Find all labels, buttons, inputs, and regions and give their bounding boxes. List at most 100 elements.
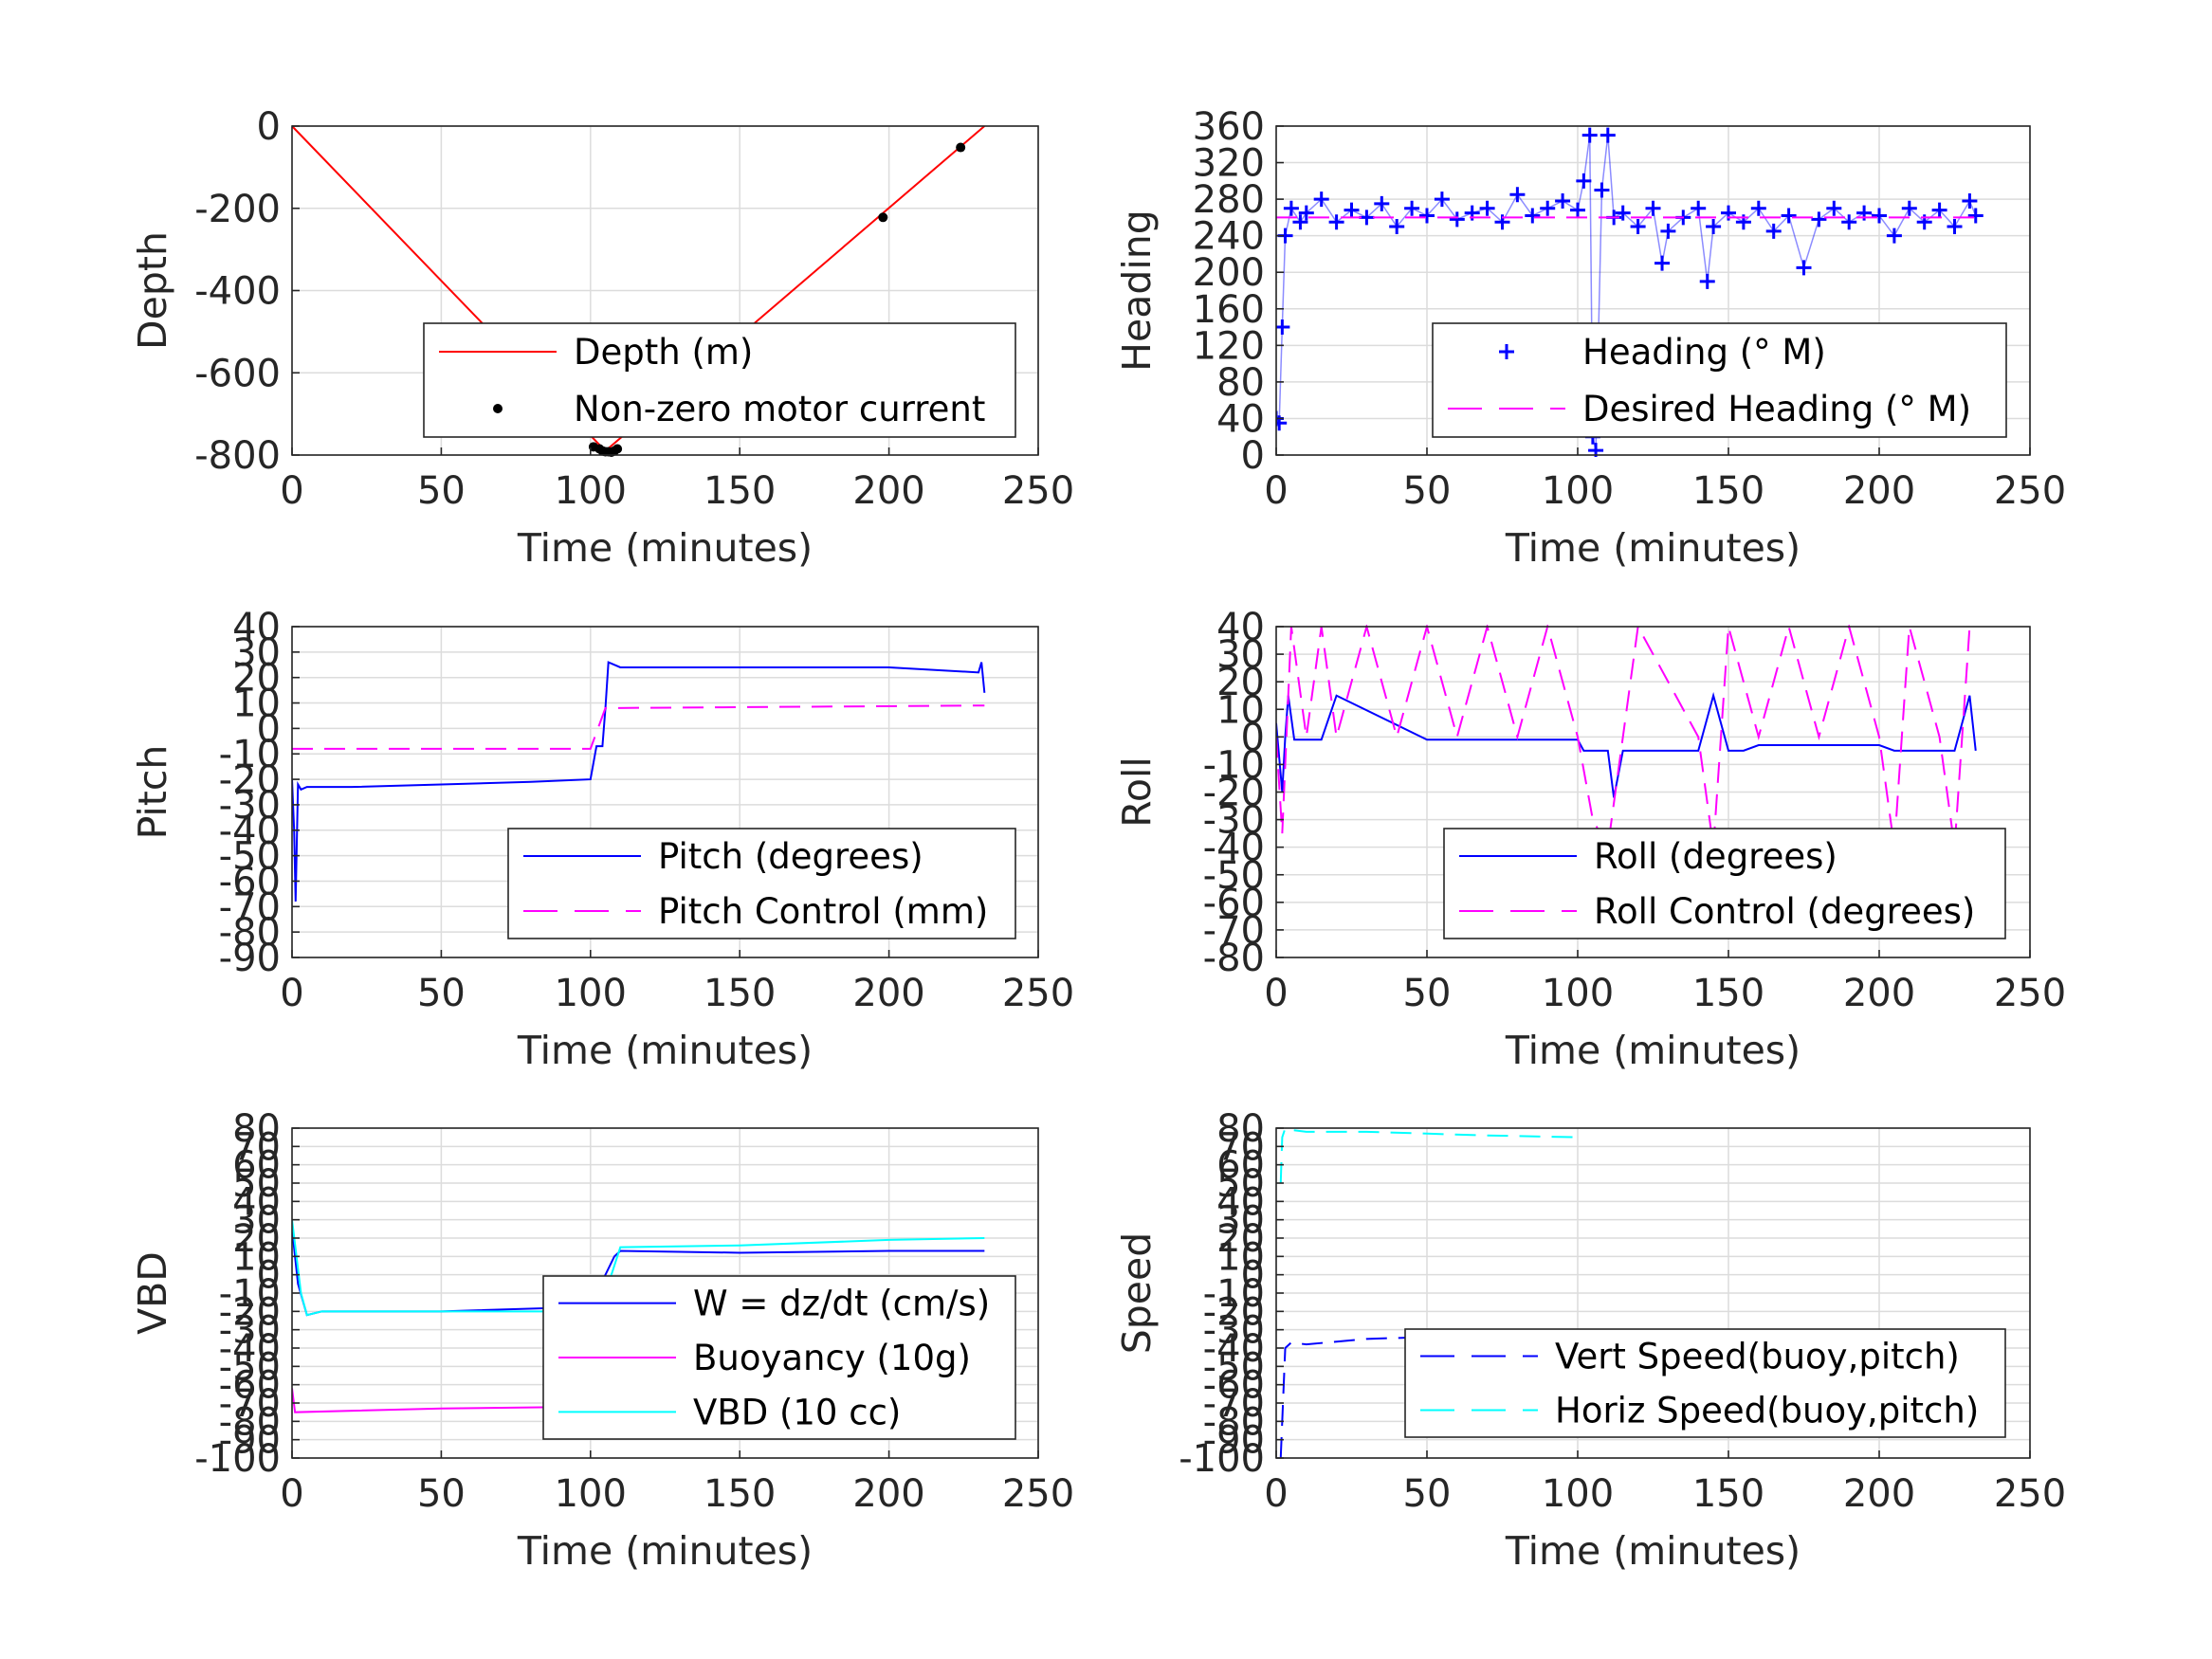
- x-tick-label: 50: [1403, 972, 1452, 1015]
- y-tick-label: 30: [232, 631, 281, 675]
- y-tick-label: -80: [219, 911, 281, 955]
- y-tick-label: -90: [1203, 1419, 1265, 1463]
- heading-series-0-marker: [1449, 211, 1465, 228]
- roll-chart: 0 50 100 150 200 250403020100-10-20-30-40-50-…: [1114, 606, 2066, 1073]
- heading-series-0-marker: [1630, 219, 1646, 235]
- y-tick-label: -40: [219, 1327, 281, 1371]
- legend-entry: VBD (10 cc): [693, 1392, 901, 1432]
- y-tick-label: 40: [232, 606, 281, 649]
- x-tick-label: 0: [280, 469, 303, 513]
- heading-series-0-marker: [1276, 319, 1290, 336]
- heading-series-0-marker: [1389, 219, 1405, 235]
- y-tick-label: 0: [257, 105, 281, 149]
- legend-entry: Roll (degrees): [1594, 836, 1837, 877]
- vbd-legend: W = dz/dt (cm/s) Buoyancy (10g) VBD (10 cc…: [542, 1275, 1016, 1440]
- x-tick-label: 150: [704, 1472, 776, 1516]
- depth-legend: Depth (m) Non-zero motor current: [423, 322, 1016, 438]
- y-tick-label: 0: [257, 1254, 281, 1298]
- vbd-chart: 0 50 100 150 200 25080706050403020100-10-20-3…: [130, 1107, 1074, 1574]
- legend-entry: Heading (° M): [1582, 332, 1826, 373]
- y-tick-label: -400: [194, 270, 281, 314]
- y-tick-label: -80: [1203, 1400, 1265, 1444]
- heading-series-0-marker: [1344, 202, 1360, 218]
- x-tick-label: 100: [555, 1472, 627, 1516]
- heading-series-0-marker: [1576, 173, 1592, 189]
- y-tick-label: -10: [219, 733, 281, 776]
- x-tick-label: 100: [1542, 1472, 1614, 1516]
- vbd-x-axis-title: Time (minutes): [517, 1528, 813, 1574]
- y-tick-label: 280: [1193, 178, 1265, 222]
- y-tick-label: 40: [1216, 606, 1265, 649]
- heading-series-0-marker: [1615, 205, 1631, 221]
- y-tick-label: 80: [232, 1107, 281, 1151]
- y-tick-label: -70: [219, 1382, 281, 1426]
- y-tick-label: 60: [232, 1144, 281, 1188]
- legend-entry: Desired Heading (° M): [1582, 389, 1971, 429]
- x-tick-label: 100: [1542, 972, 1614, 1015]
- depth-chart: 0 50 100 150 200 250 0 -200 -400 -600 -800 Time (mi…: [130, 105, 1074, 571]
- heading-series-0-marker: [1962, 193, 1978, 210]
- y-tick-label: 30: [232, 1199, 281, 1243]
- x-tick-label: 50: [1403, 469, 1452, 513]
- roll-y-axis-title: Roll: [1114, 757, 1160, 828]
- heading-series-0-marker: [1826, 200, 1842, 216]
- roll-series-1-line: [1276, 625, 1971, 850]
- roll-legend: Roll (degrees) Roll Control (degrees): [1443, 828, 2006, 939]
- x-tick-label: 200: [852, 469, 924, 513]
- heading-series-0-marker: [1654, 255, 1671, 271]
- x-tick-label: 250: [1002, 469, 1074, 513]
- heading-series-0-marker: [1419, 208, 1435, 224]
- heading-series-0-marker: [1750, 200, 1766, 216]
- heading-series-0-marker: [1947, 219, 1963, 235]
- y-tick-label: 40: [1216, 397, 1265, 441]
- heading-series-0-marker: [1660, 223, 1676, 239]
- x-tick-label: 50: [417, 469, 466, 513]
- pitch-frame: [291, 626, 1039, 958]
- heading-series-0-marker: [1967, 208, 1983, 224]
- y-tick-label: -600: [194, 352, 281, 395]
- depth-x-axis-title: Time (minutes): [517, 525, 813, 571]
- x-tick-label: 250: [1994, 469, 2066, 513]
- y-tick-label: 160: [1193, 288, 1265, 332]
- heading-series-0-marker: [1781, 208, 1797, 224]
- x-tick-label: 200: [852, 1472, 924, 1516]
- y-tick-label: -40: [219, 810, 281, 853]
- y-tick-label: -80: [1203, 937, 1265, 980]
- y-tick-label: 20: [1216, 1217, 1265, 1261]
- x-tick-label: 50: [1403, 1472, 1452, 1516]
- heading-series-0-marker: [1901, 200, 1917, 216]
- y-tick-label: -10: [219, 1272, 281, 1316]
- y-tick-label: 0: [1241, 434, 1265, 478]
- y-tick-label: 80: [1216, 1107, 1265, 1151]
- legend-entry: W = dz/dt (cm/s): [693, 1284, 990, 1324]
- y-tick-label: -50: [219, 835, 281, 879]
- y-tick-label: -70: [1203, 1382, 1265, 1426]
- y-tick-label: -800: [194, 434, 281, 478]
- roll-x-axis-title: Time (minutes): [1505, 1028, 1801, 1073]
- speed-y-axis-title: Speed: [1114, 1232, 1160, 1355]
- x-tick-label: 200: [1843, 1472, 1915, 1516]
- legend-box: [507, 828, 1016, 939]
- heading-series-0-marker: [1570, 202, 1585, 218]
- speed-data: [1279, 1126, 1579, 1459]
- y-tick-label: -30: [1203, 1309, 1265, 1353]
- heading-series-0-marker: [1374, 195, 1390, 211]
- legend-swatch: [493, 404, 503, 413]
- y-tick-label: -10: [1203, 743, 1265, 787]
- heading-series-0-marker: [1796, 260, 1812, 276]
- legend-box: [1404, 1328, 2006, 1438]
- y-tick-label: 200: [1193, 251, 1265, 295]
- x-tick-label: 150: [1692, 1472, 1764, 1516]
- vbd-y-axis-title: VBD: [130, 1251, 175, 1335]
- y-tick-label: 20: [232, 657, 281, 701]
- heading-series-0-marker: [1434, 191, 1450, 208]
- heading-series-0-marker: [1706, 219, 1722, 235]
- heading-series-0-marker: [1691, 200, 1707, 216]
- y-tick-label: 320: [1193, 142, 1265, 186]
- y-tick-label: 120: [1193, 324, 1265, 368]
- x-tick-label: 0: [280, 1472, 303, 1516]
- speed-series-1-line: [1279, 1126, 1579, 1184]
- y-tick-label: -90: [219, 1419, 281, 1463]
- heading-series-0-marker: [1313, 191, 1329, 208]
